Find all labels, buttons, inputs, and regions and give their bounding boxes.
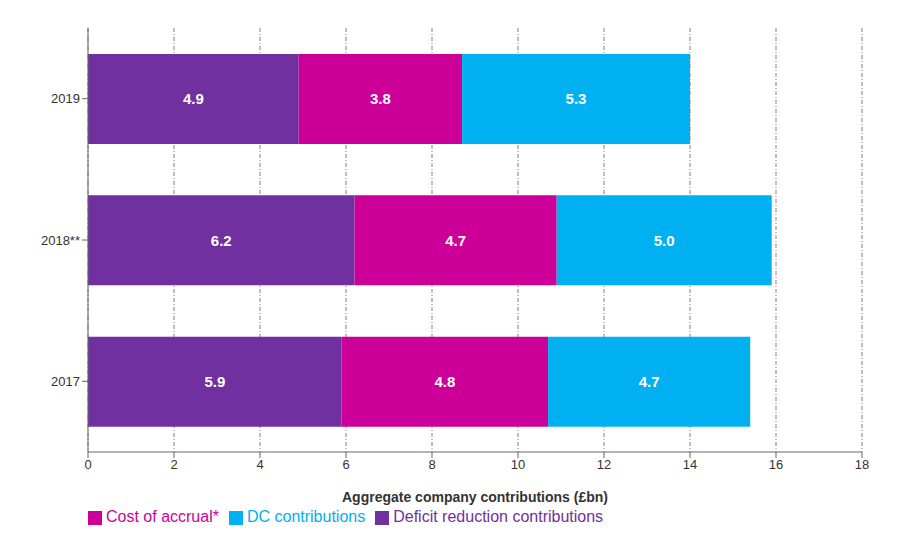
svg-text:10: 10 bbox=[511, 457, 525, 472]
svg-text:4: 4 bbox=[256, 457, 263, 472]
svg-text:4.9: 4.9 bbox=[183, 90, 204, 107]
html-text:Cost of accrual*: Cost of accrual* bbox=[106, 508, 219, 525]
svg-text:6.2: 6.2 bbox=[211, 232, 232, 249]
svg-text:5.9: 5.9 bbox=[204, 373, 225, 390]
svg-text:14: 14 bbox=[683, 457, 697, 472]
svg-text:4.7: 4.7 bbox=[445, 232, 466, 249]
svg-text:5.0: 5.0 bbox=[654, 232, 675, 249]
svg-text:2018**: 2018** bbox=[41, 233, 80, 248]
svg-text:18: 18 bbox=[855, 457, 869, 472]
svg-text:Aggregate company contribution: Aggregate company contributions (£bn) bbox=[342, 489, 608, 505]
html-text:DC contributions: DC contributions bbox=[246, 508, 366, 525]
svg-text:2019: 2019 bbox=[51, 91, 80, 106]
svg-text:2017: 2017 bbox=[51, 374, 80, 389]
svg-text:4.7: 4.7 bbox=[639, 373, 660, 390]
svg-text:3.8: 3.8 bbox=[370, 90, 391, 107]
svg-text:8: 8 bbox=[428, 457, 435, 472]
svg-text:16: 16 bbox=[769, 457, 783, 472]
svg-text:6: 6 bbox=[342, 457, 349, 472]
svg-text:12: 12 bbox=[597, 457, 611, 472]
svg-text:0: 0 bbox=[84, 457, 91, 472]
svg-text:5.3: 5.3 bbox=[566, 90, 587, 107]
svg-text:2: 2 bbox=[170, 457, 177, 472]
html-text:Deficit reduction contribution: Deficit reduction contributions bbox=[393, 508, 604, 525]
svg-text:4.8: 4.8 bbox=[434, 373, 455, 390]
